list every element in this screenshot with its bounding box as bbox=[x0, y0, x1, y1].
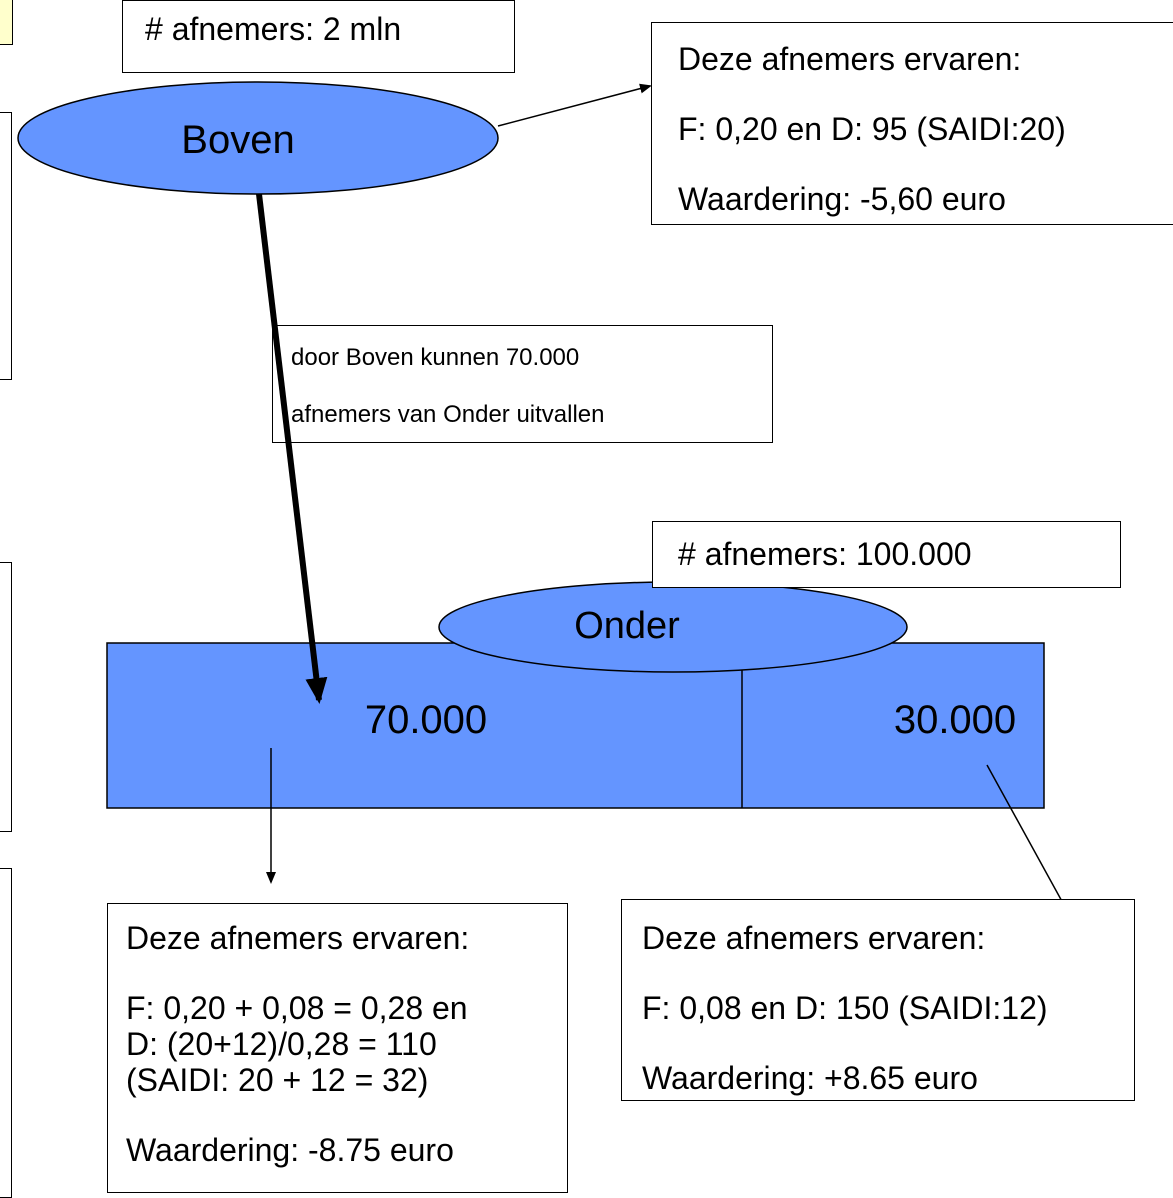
boven-info-fd: F: 0,20 en D: 95 (SAIDI:20) bbox=[678, 111, 1066, 147]
onder-bar bbox=[106, 642, 1045, 809]
boven-label: Boven bbox=[181, 118, 294, 162]
note-box: door Boven kunnen 70.000 afnemers van On… bbox=[272, 325, 773, 443]
boven-count-text: # afnemers: 2 mln bbox=[145, 11, 402, 47]
onder-label: Onder bbox=[574, 605, 680, 647]
onder-count-box: # afnemers: 100.000 bbox=[652, 521, 1121, 588]
right-info-box: Deze afnemers ervaren: F: 0,08 en D: 150… bbox=[621, 899, 1135, 1101]
edge-frame-3 bbox=[0, 868, 12, 1198]
edge-frame-2 bbox=[0, 562, 12, 832]
left-info-heading: Deze afnemers ervaren: bbox=[126, 920, 470, 956]
edge-frame-1 bbox=[0, 112, 12, 380]
segment-70000: 70.000 bbox=[365, 698, 487, 742]
boven-ellipse bbox=[17, 81, 499, 195]
onder-count-text: # afnemers: 100.000 bbox=[678, 536, 972, 572]
boven-count-box: # afnemers: 2 mln bbox=[122, 0, 515, 73]
right-info-heading: Deze afnemers ervaren: bbox=[642, 920, 986, 956]
left-info-f: F: 0,20 + 0,08 = 0,28 en bbox=[126, 990, 468, 1026]
left-info-box: Deze afnemers ervaren: F: 0,20 + 0,08 = … bbox=[107, 903, 568, 1193]
boven-to-onder-arrow bbox=[256, 193, 328, 704]
left-info-d: D: (20+12)/0,28 = 110 bbox=[126, 1026, 437, 1062]
note-line-1: door Boven kunnen 70.000 bbox=[291, 344, 580, 371]
boven-info-heading: Deze afnemers ervaren: bbox=[678, 41, 1022, 77]
left-info-saidi: (SAIDI: 20 + 12 = 32) bbox=[126, 1062, 429, 1098]
right-info-waardering: Waardering: +8.65 euro bbox=[642, 1060, 978, 1096]
boven-info-waardering: Waardering: -5,60 euro bbox=[678, 181, 1006, 217]
boven-info-box: Deze afnemers ervaren: F: 0,20 en D: 95 … bbox=[651, 22, 1173, 225]
left-info-waardering: Waardering: -8.75 euro bbox=[126, 1132, 454, 1168]
right-info-fd: F: 0,08 en D: 150 (SAIDI:12) bbox=[642, 990, 1048, 1026]
boven-info-arrow bbox=[497, 83, 652, 127]
note-line-2: afnemers van Onder uitvallen bbox=[291, 401, 605, 428]
edge-highlight-box bbox=[0, 0, 13, 45]
right-info-arrow bbox=[986, 764, 1076, 927]
segment-30000: 30.000 bbox=[894, 698, 1016, 742]
